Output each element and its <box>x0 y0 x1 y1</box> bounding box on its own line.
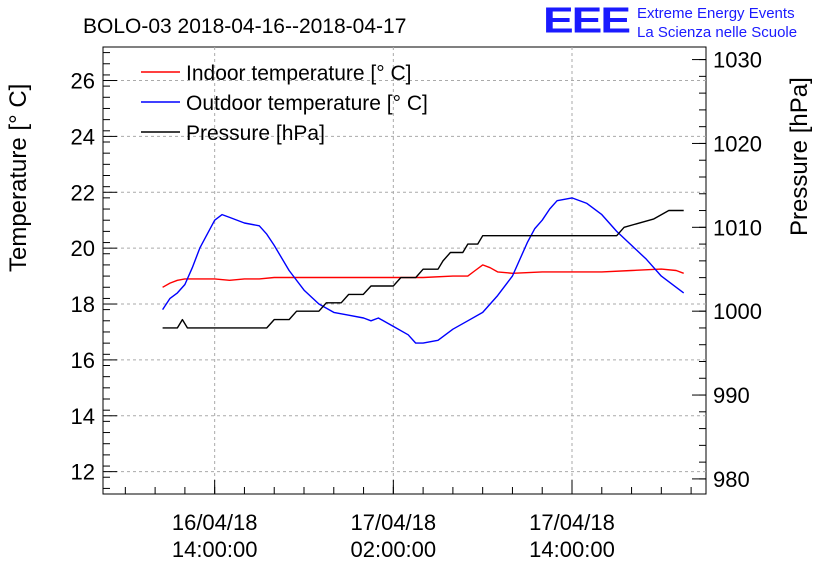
series-line-outdoor <box>162 197 685 344</box>
left-tick-label: 24 <box>71 124 95 149</box>
left-tick-label: 12 <box>71 460 95 485</box>
left-tick-label: 14 <box>71 404 95 429</box>
right-axis-title: Pressure [hPa] <box>786 77 813 236</box>
legend-label-outdoor: Outdoor temperature [° C] <box>186 92 428 115</box>
right-tick-label: 1010 <box>713 215 762 240</box>
legend-label-indoor: Indoor temperature [° C] <box>186 62 412 85</box>
x-tick-label-time: 02:00:00 <box>351 537 437 562</box>
plot-frame <box>102 46 707 495</box>
legend-label-pressure: Pressure [hPa] <box>186 122 325 145</box>
x-tick-label-date: 17/04/18 <box>351 510 437 535</box>
legend: Indoor temperature [° C] Outdoor tempera… <box>141 62 428 145</box>
grid-lines <box>103 47 706 494</box>
right-tick-label: 980 <box>713 467 750 492</box>
left-tick-label: 26 <box>71 69 95 94</box>
eee-caption: Extreme Energy Events La Scienza nelle S… <box>637 4 797 42</box>
x-tick-label-date: 16/04/18 <box>172 510 258 535</box>
series-line-indoor <box>162 264 684 288</box>
chart-title: BOLO-03 2018-04-16--2018-04-17 <box>83 15 406 38</box>
x-tick-label-date: 17/04/18 <box>529 510 615 535</box>
eee-caption-line2: La Scienza nelle Scuole <box>637 24 798 41</box>
left-axis: 12 14 16 18 20 22 24 26 <box>71 52 117 489</box>
eee-logo: EEE <box>543 0 631 41</box>
x-tick-label-time: 14:00:00 <box>172 537 258 562</box>
right-tick-label: 1030 <box>713 48 762 73</box>
left-tick-label: 18 <box>71 292 95 317</box>
series-group <box>162 197 685 344</box>
series-line-pressure <box>162 209 684 329</box>
left-tick-label: 20 <box>71 236 95 261</box>
left-tick-label: 22 <box>71 180 95 205</box>
right-tick-label: 990 <box>713 383 750 408</box>
x-tick-label-time: 14:00:00 <box>529 537 615 562</box>
left-axis-title: Temperature [° C] <box>5 84 32 272</box>
eee-caption-line1: Extreme Energy Events <box>637 5 795 22</box>
right-tick-label: 1000 <box>713 299 762 324</box>
right-axis: 980 990 1000 1010 1020 1030 <box>692 48 762 492</box>
left-tick-label: 16 <box>71 348 95 373</box>
right-tick-label: 1020 <box>713 131 762 156</box>
x-axis: 16/04/1814:00:0017/04/1802:00:0017/04/18… <box>124 480 692 562</box>
